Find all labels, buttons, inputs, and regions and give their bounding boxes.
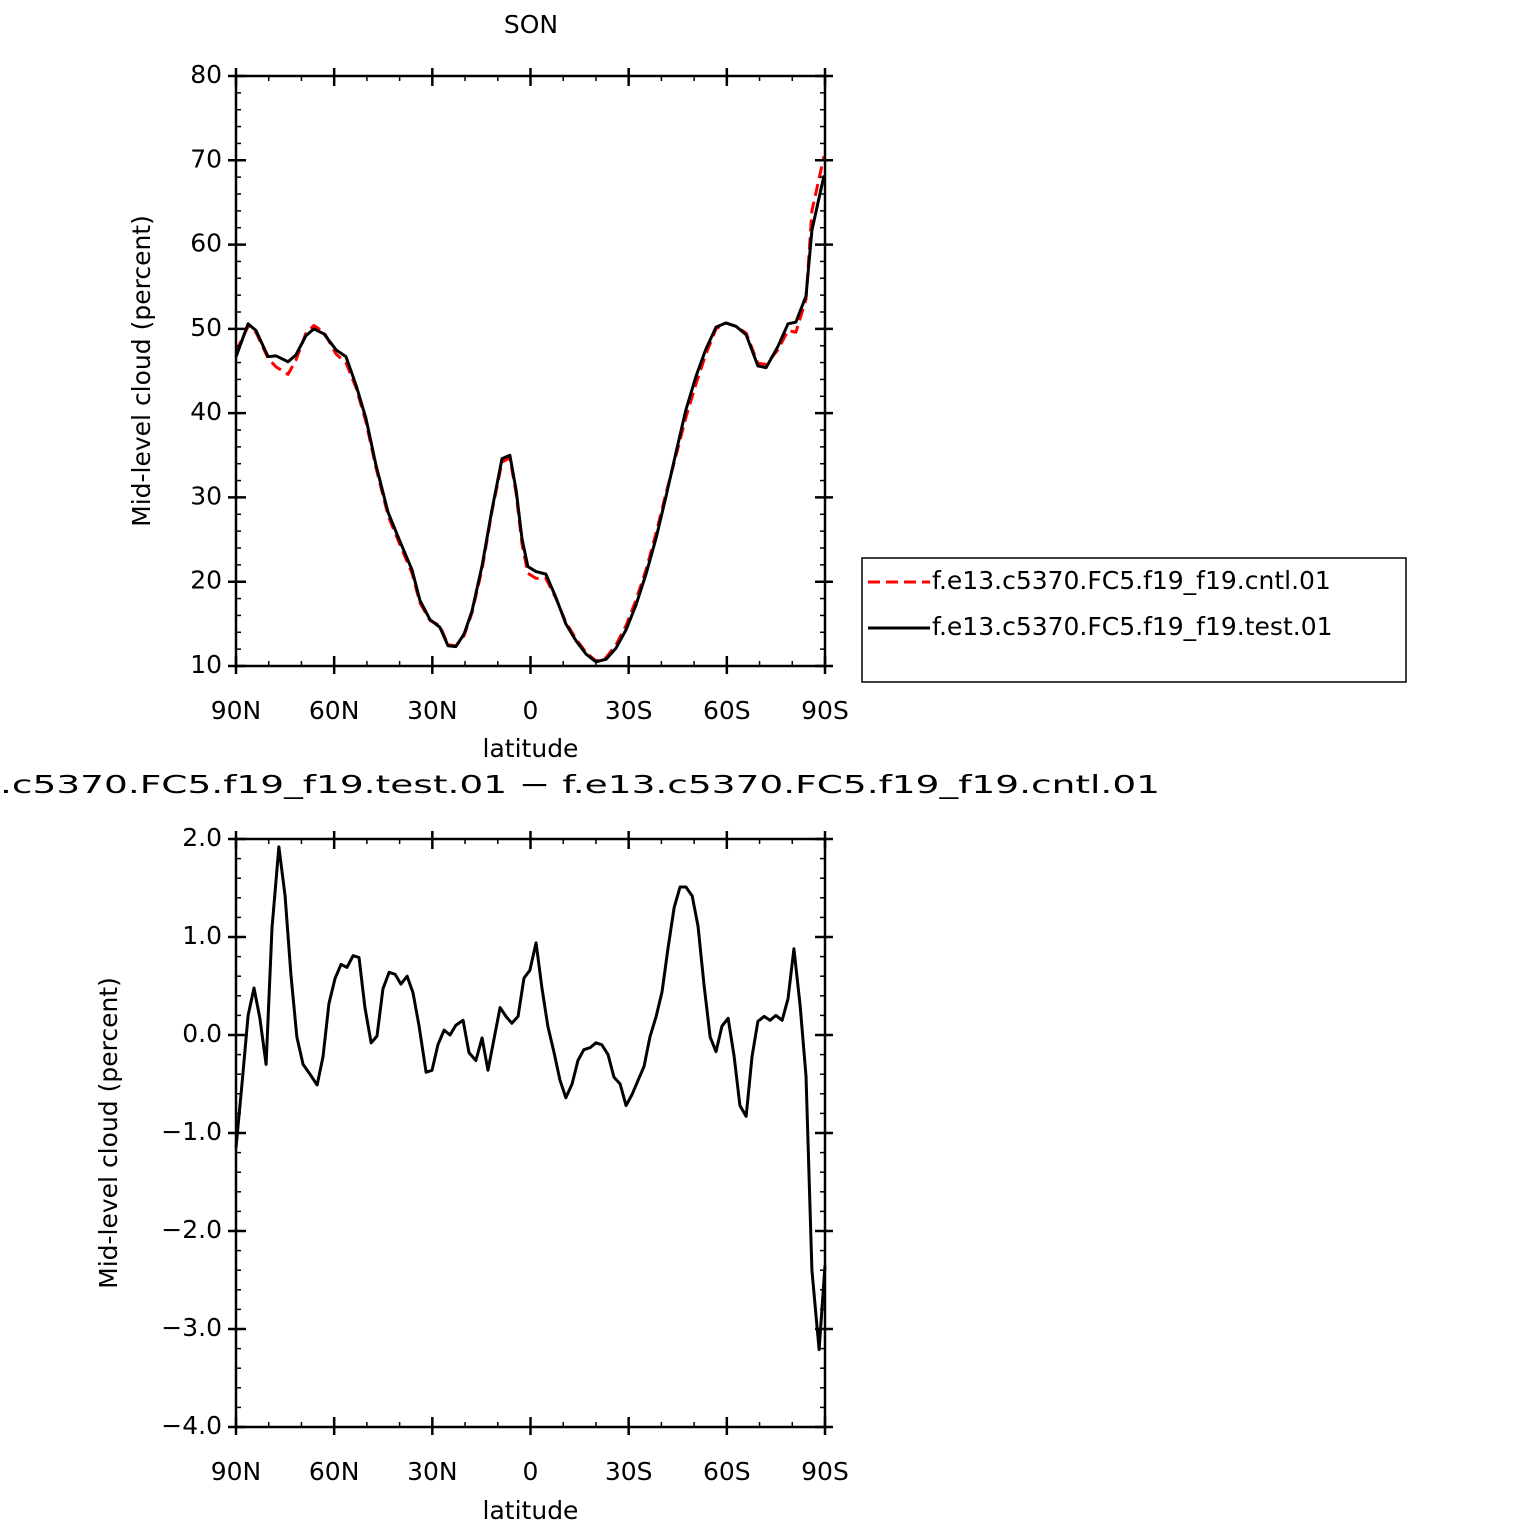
x-tick-label: 30S (605, 1457, 653, 1486)
y-tick-label: 80 (190, 60, 222, 89)
data-line (234, 155, 826, 663)
y-tick-label: 20 (190, 566, 222, 595)
x-axis-label: latitude (483, 734, 579, 763)
chart-title: SON (504, 10, 558, 39)
x-tick-label: 0 (523, 1457, 539, 1486)
x-tick-label: 60N (309, 696, 360, 725)
y-tick-label: 2.0 (182, 823, 222, 852)
legend-label: f.e13.c5370.FC5.f19_f19.test.01 (932, 612, 1333, 641)
y-tick-label: 50 (190, 313, 222, 342)
legend-box (861, 557, 1407, 683)
y-tick-label: 0.0 (182, 1019, 222, 1048)
legend-label: f.e13.c5370.FC5.f19_f19.cntl.01 (932, 566, 1331, 595)
x-tick-label: 60S (703, 696, 751, 725)
y-tick-label: 40 (190, 397, 222, 426)
y-tick-label: −3.0 (161, 1313, 222, 1342)
y-tick-label: 30 (190, 481, 222, 510)
x-tick-label: 60S (703, 1457, 751, 1486)
x-tick-label: 90N (211, 696, 262, 725)
y-tick-label: −2.0 (161, 1215, 222, 1244)
plot-frame (234, 837, 827, 1429)
y-tick-label: 70 (190, 144, 222, 173)
data-line (234, 845, 827, 1352)
x-tick-label: 30N (407, 696, 458, 725)
y-tick-label: 10 (190, 650, 222, 679)
y-tick-label: 60 (190, 229, 222, 258)
x-tick-label: 90N (211, 1457, 262, 1486)
data-line (234, 175, 826, 664)
y-tick-label: −1.0 (161, 1117, 222, 1146)
x-tick-label: 30S (605, 696, 653, 725)
plot-frame (234, 74, 827, 668)
x-tick-label: 90S (801, 696, 849, 725)
x-tick-label: 0 (523, 696, 539, 725)
x-tick-label: 60N (309, 1457, 360, 1486)
y-tick-label: 1.0 (182, 921, 222, 950)
x-axis-label: latitude (483, 1496, 579, 1525)
chart-title: .c5370.FC5.f19_f19.test.01 − f.e13.c5370… (0, 770, 1160, 799)
y-tick-label: −4.0 (161, 1411, 222, 1440)
x-tick-label: 30N (407, 1457, 458, 1486)
y-axis-label: Mid-level cloud (percent) (127, 215, 156, 527)
x-tick-label: 90S (801, 1457, 849, 1486)
y-axis-label: Mid-level cloud (percent) (94, 977, 123, 1289)
